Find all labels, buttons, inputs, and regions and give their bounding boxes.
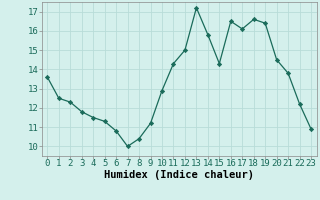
X-axis label: Humidex (Indice chaleur): Humidex (Indice chaleur) bbox=[104, 170, 254, 180]
